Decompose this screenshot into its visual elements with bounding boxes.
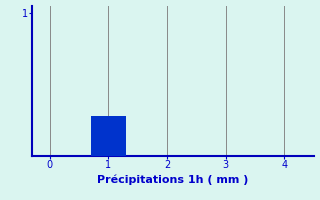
X-axis label: Précipitations 1h ( mm ): Précipitations 1h ( mm ) <box>97 174 249 185</box>
Bar <box>91 116 126 156</box>
